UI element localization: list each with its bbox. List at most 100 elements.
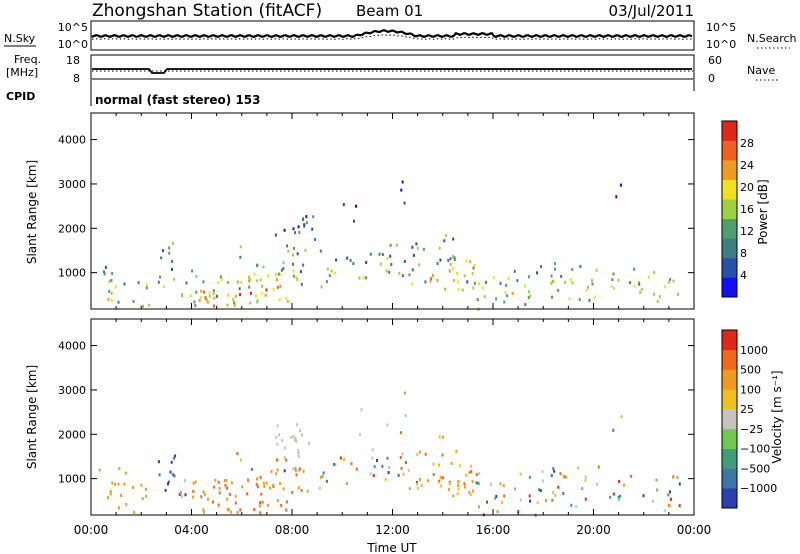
heatmap-cell — [133, 511, 136, 514]
heatmap-cell — [256, 299, 259, 303]
heatmap-cell — [168, 246, 171, 250]
heatmap-cell — [202, 490, 205, 494]
y-tick-label: 3000 — [58, 384, 86, 397]
colorbar-tick-label: 24 — [740, 159, 754, 172]
heatmap-cell — [506, 294, 509, 298]
heatmap-cell — [447, 488, 450, 492]
heatmap-cell — [239, 293, 241, 297]
heatmap-cell — [527, 275, 530, 279]
heatmap-cell — [457, 287, 460, 291]
heatmap-cell — [529, 499, 531, 503]
x-axis-label: Time UT — [366, 541, 417, 554]
heatmap-cell — [615, 195, 618, 199]
heatmap-cell — [261, 284, 264, 288]
colorbar-swatch — [722, 179, 737, 200]
heatmap-cell — [503, 494, 506, 498]
heatmap-cell — [292, 269, 295, 273]
heatmap-cell — [439, 476, 442, 479]
heatmap-cell — [415, 482, 418, 486]
heatmap-cell — [444, 234, 447, 238]
freq-tick-top: 18 — [66, 54, 80, 67]
heatmap-cell — [389, 243, 392, 247]
heatmap-cell — [287, 249, 290, 253]
heatmap-cell — [283, 469, 286, 473]
heatmap-cell — [416, 486, 419, 490]
heatmap-cell — [664, 509, 667, 513]
heatmap-cell — [173, 277, 176, 281]
heatmap-cell — [667, 280, 670, 284]
heatmap-cell — [117, 506, 120, 510]
heatmap-cell — [475, 481, 478, 485]
heatmap-cell — [259, 511, 262, 515]
heatmap-cell — [470, 464, 473, 468]
heatmap-cell — [276, 468, 279, 472]
heatmap-cell — [360, 408, 363, 412]
heatmap-cell — [215, 294, 218, 298]
heatmap-cell — [472, 266, 475, 270]
heatmap-cell — [164, 488, 167, 492]
heatmap-cell — [458, 464, 461, 468]
heatmap-cell — [647, 275, 650, 279]
heatmap-cell — [212, 485, 215, 489]
heatmap-cell — [447, 258, 450, 262]
heatmap-cell — [386, 423, 389, 427]
heatmap-cell — [239, 245, 242, 249]
heatmap-cell — [214, 478, 217, 482]
heatmap-cell — [200, 495, 203, 499]
heatmap-cell — [477, 505, 480, 509]
heatmap-cell — [411, 268, 414, 272]
heatmap-cell — [448, 269, 451, 273]
heatmap-cell — [452, 237, 455, 241]
heatmap-cell — [312, 215, 315, 219]
heatmap-cell — [593, 295, 596, 299]
freq-panel: Freq. [MHz] 18 8 60 0 Nave — [6, 53, 778, 85]
heatmap-cell — [613, 286, 615, 290]
heatmap-cell — [290, 435, 293, 439]
heatmap-cell — [457, 480, 460, 483]
heatmap-cell — [355, 204, 357, 208]
cpid-panel: CPID normal (fast stereo) 153 — [6, 80, 695, 107]
heatmap-cell — [194, 304, 197, 308]
heatmap-cell — [386, 256, 389, 260]
heatmap-cell — [524, 303, 527, 307]
heatmap-cell — [330, 269, 333, 273]
power-colorbar: 4 8 12 16 20 24 28 — [721, 120, 754, 298]
heatmap-cell — [475, 473, 478, 476]
velocity-ylabel: Slant Range [km] — [25, 365, 39, 469]
heatmap-cell — [299, 270, 302, 274]
nsky-panel: N.Sky 10^5 10^0 10^5 10^0 N.Search — [4, 20, 797, 51]
heatmap-cell — [200, 289, 203, 293]
heatmap-cell — [202, 508, 205, 512]
colorbar-tick-label: 1000 — [740, 344, 768, 357]
nsky-tick-top: 10^5 — [58, 21, 88, 34]
heatmap-cell — [494, 496, 497, 500]
heatmap-cell — [678, 504, 681, 508]
heatmap-cell — [284, 446, 287, 450]
heatmap-cell — [326, 267, 329, 271]
heatmap-cell — [114, 285, 117, 289]
colorbar-swatch — [722, 389, 737, 410]
heatmap-cell — [400, 188, 403, 192]
heatmap-cell — [443, 239, 446, 243]
heatmap-cell — [132, 300, 135, 303]
heatmap-cell — [297, 225, 300, 229]
heatmap-cell — [256, 263, 259, 267]
heatmap-cell — [120, 493, 123, 497]
heatmap-cell — [103, 270, 105, 274]
heatmap-cell — [449, 263, 452, 266]
heatmap-cell — [424, 452, 427, 456]
colorbar-tick-label: 20 — [740, 181, 754, 194]
heatmap-cell — [226, 486, 228, 490]
heatmap-cell — [473, 263, 476, 267]
heatmap-cell — [511, 292, 514, 295]
heatmap-cell — [195, 290, 198, 294]
heatmap-cell — [227, 281, 229, 284]
colorbar-tick-label: 500 — [740, 364, 761, 377]
heatmap-cell — [219, 275, 222, 279]
heatmap-cell — [227, 508, 230, 511]
y-tick-label: 2000 — [58, 222, 86, 235]
heatmap-cell — [343, 458, 345, 461]
heatmap-cell — [472, 286, 475, 290]
heatmap-cell — [286, 299, 289, 303]
